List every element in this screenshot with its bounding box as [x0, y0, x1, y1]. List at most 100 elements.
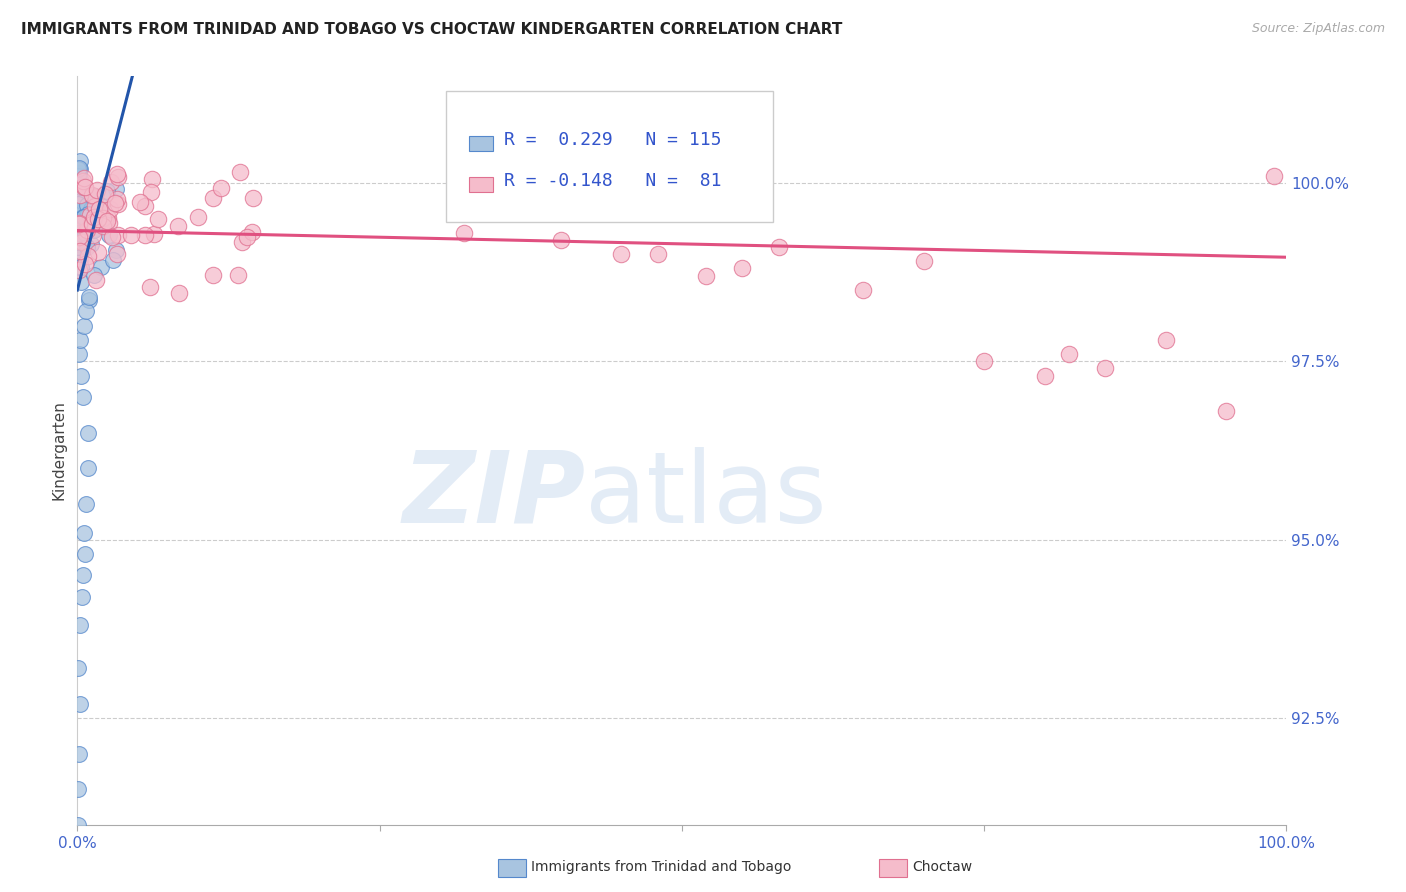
Point: [98, 228, 121, 243]
Point: [69, 211, 91, 226]
Point: [87, 212, 110, 227]
Point: [1094, 361, 1116, 376]
Point: [73, 170, 96, 185]
Point: [202, 268, 225, 283]
FancyBboxPatch shape: [446, 91, 773, 222]
Point: [202, 191, 225, 205]
Point: [67, 216, 90, 230]
Point: [73, 318, 96, 333]
Point: [72, 210, 94, 224]
Point: [101, 229, 124, 244]
Point: [84, 272, 107, 286]
Point: [67, 227, 90, 242]
Point: [86, 210, 108, 224]
Point: [142, 227, 165, 241]
Point: [72, 182, 94, 196]
Point: [67, 217, 90, 231]
Point: [66, 201, 89, 215]
Point: [66, 194, 89, 208]
Point: [973, 354, 995, 368]
Point: [89, 202, 111, 216]
Point: [66, 818, 89, 832]
Point: [67, 235, 90, 250]
Point: [73, 525, 96, 540]
Point: [67, 226, 90, 240]
Point: [66, 161, 89, 176]
Text: Source: ZipAtlas.com: Source: ZipAtlas.com: [1251, 22, 1385, 36]
Point: [86, 182, 108, 196]
Point: [73, 180, 96, 194]
Point: [66, 185, 89, 199]
Point: [80, 202, 103, 217]
Point: [97, 211, 120, 225]
Text: Immigrants from Trinidad and Tobago: Immigrants from Trinidad and Tobago: [531, 860, 792, 874]
Point: [72, 192, 94, 206]
Point: [107, 197, 129, 211]
Point: [67, 178, 90, 192]
Point: [72, 568, 94, 582]
Point: [67, 186, 90, 200]
Text: ZIP: ZIP: [402, 447, 585, 544]
Point: [72, 180, 94, 194]
Point: [67, 230, 90, 244]
Point: [67, 661, 90, 675]
Point: [69, 161, 91, 175]
Point: [76, 198, 98, 212]
Point: [69, 206, 91, 220]
Point: [67, 747, 90, 761]
Point: [94, 187, 117, 202]
Point: [105, 243, 128, 257]
Point: [69, 216, 91, 230]
Point: [82, 218, 104, 232]
Point: [90, 260, 112, 275]
Point: [73, 226, 96, 240]
Point: [98, 216, 121, 230]
Text: atlas: atlas: [585, 447, 827, 544]
Point: [67, 204, 90, 219]
Point: [76, 222, 98, 236]
Point: [240, 225, 263, 239]
Point: [231, 235, 253, 249]
Point: [70, 260, 93, 275]
Point: [610, 247, 633, 261]
Point: [139, 186, 162, 200]
Point: [87, 244, 110, 259]
Point: [77, 293, 100, 307]
Point: [67, 166, 90, 180]
Point: [1215, 404, 1237, 418]
Point: [66, 196, 89, 211]
Point: [96, 184, 118, 198]
Point: [66, 230, 89, 244]
Point: [67, 194, 90, 209]
Point: [69, 180, 91, 194]
Point: [70, 209, 93, 223]
Point: [70, 209, 93, 223]
Point: [72, 195, 94, 210]
Point: [187, 210, 209, 224]
Point: [96, 214, 118, 228]
Point: [77, 425, 100, 440]
Point: [67, 195, 90, 210]
Point: [72, 390, 94, 404]
Point: [128, 195, 150, 210]
Point: [94, 213, 117, 227]
Point: [91, 211, 114, 225]
Point: [226, 268, 249, 283]
Point: [67, 202, 90, 216]
Point: [98, 202, 121, 217]
Point: [67, 220, 90, 235]
Point: [72, 174, 94, 188]
Point: [82, 189, 104, 203]
Y-axis label: Kindergarten: Kindergarten: [51, 401, 66, 500]
Point: [77, 206, 100, 220]
Point: [731, 261, 754, 276]
Point: [69, 188, 91, 202]
Point: [66, 213, 89, 227]
Point: [70, 368, 93, 383]
Point: [768, 240, 790, 254]
Point: [67, 211, 90, 226]
Point: [146, 211, 169, 226]
Point: [852, 283, 875, 297]
Point: [66, 188, 89, 202]
Point: [67, 187, 90, 202]
